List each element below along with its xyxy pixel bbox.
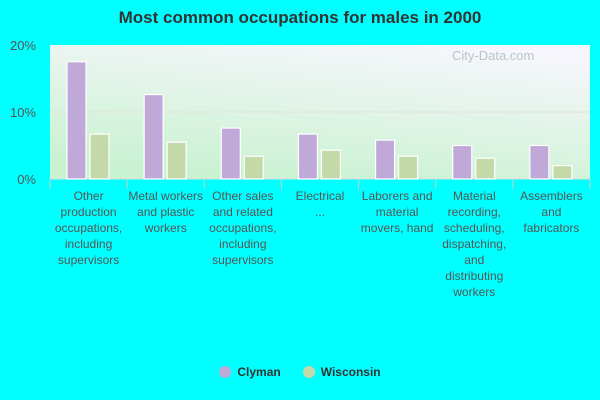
x-tick-label: Material recording, scheduling, dispatching… [442, 189, 506, 299]
bar-clyman[interactable] [297, 133, 319, 180]
x-tick-label: Laborers and material movers, hand [361, 189, 434, 235]
legend-swatch [302, 366, 315, 378]
legend-label: Wisconsin [320, 365, 381, 379]
bar-clyman[interactable] [143, 93, 164, 180]
x-tick-label: Other production occupations, including supe… [55, 189, 122, 267]
legend: Clyman Wisconsin [0, 365, 600, 379]
x-tick-label: Metal workers and plastic workers [128, 189, 203, 235]
y-tick-label: 0% [17, 172, 36, 187]
legend-item-wisconsin: Wisconsin [302, 365, 381, 379]
legend-item-clyman: Clyman [219, 365, 281, 379]
legend-swatch [219, 366, 232, 378]
y-tick-label: 20% [10, 38, 36, 53]
x-tick-label: Other sales and related occupations, includ… [209, 189, 276, 267]
watermark: City-Data.com [452, 48, 534, 63]
bar-clyman[interactable] [374, 139, 396, 180]
bar-clyman[interactable] [220, 127, 241, 180]
bar-clyman[interactable] [452, 144, 473, 180]
bar-wisconsin[interactable] [552, 165, 573, 180]
legend-label: Clyman [237, 365, 281, 379]
bar-clyman[interactable] [529, 144, 550, 180]
bar-wisconsin[interactable] [243, 155, 264, 180]
bar-clyman[interactable] [66, 61, 87, 180]
bar-wisconsin[interactable] [475, 157, 496, 180]
x-tick-label: Assemblers and fabricators [520, 189, 583, 235]
bar-wisconsin[interactable] [320, 149, 342, 180]
bar-wisconsin[interactable] [397, 155, 419, 180]
bar-wisconsin[interactable] [166, 141, 187, 180]
x-tick-label: Electrical... [296, 189, 345, 219]
bar-wisconsin[interactable] [89, 133, 110, 180]
chart-title: Most common occupations for males in 200… [118, 8, 482, 27]
y-tick-label: 10% [10, 105, 36, 120]
